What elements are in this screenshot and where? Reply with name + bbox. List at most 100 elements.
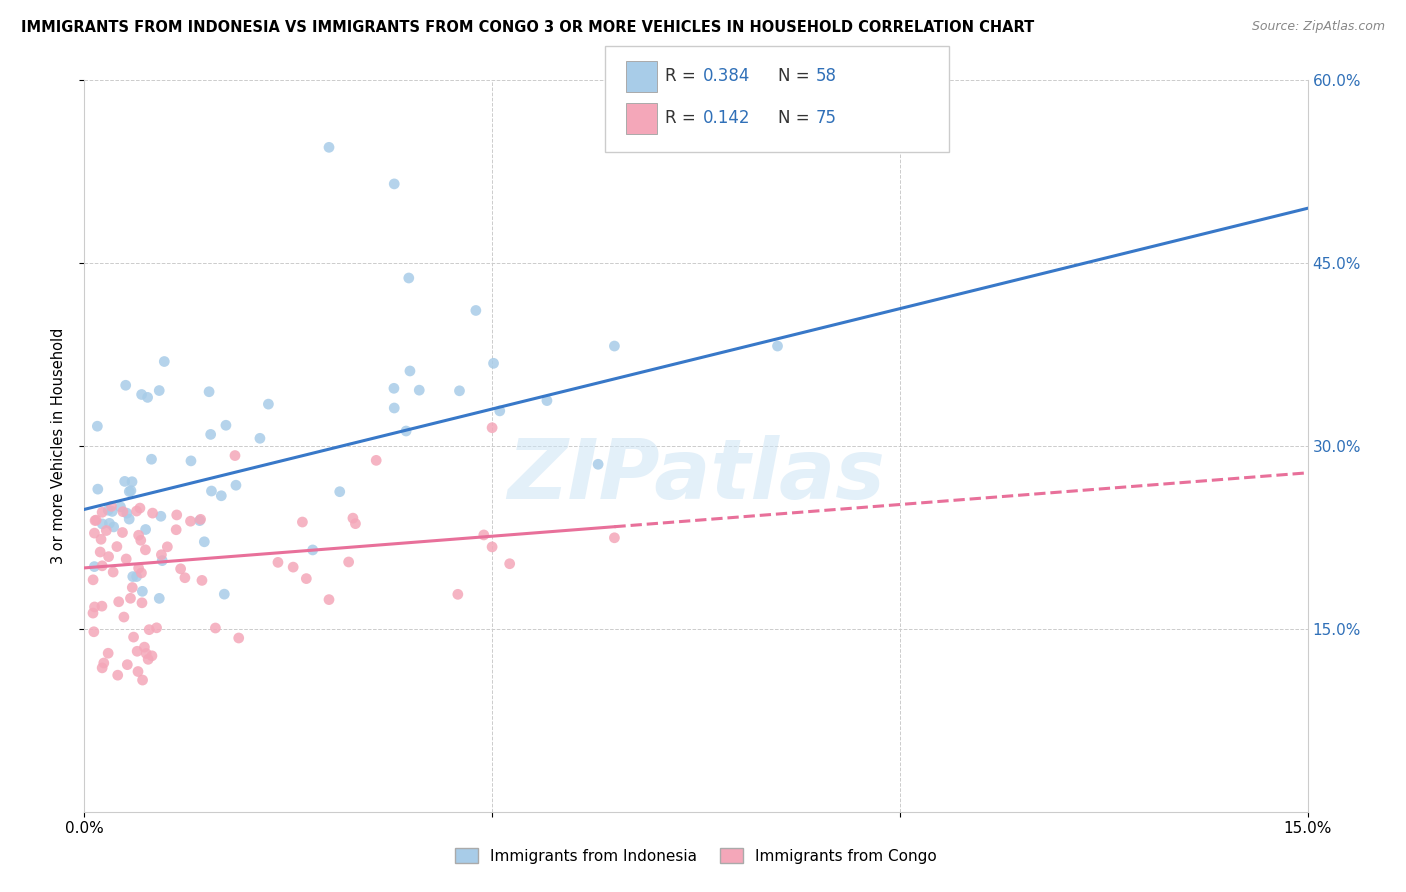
Point	[121, 475, 143, 489]
Point	[481, 540, 503, 554]
Point	[179, 514, 201, 528]
Point	[98, 516, 121, 531]
Point	[145, 621, 167, 635]
Point	[188, 514, 211, 528]
Point	[91, 505, 114, 519]
Point	[215, 418, 238, 433]
Text: N =: N =	[778, 67, 814, 86]
Point	[121, 569, 143, 583]
Point	[138, 623, 160, 637]
Point	[166, 508, 188, 522]
Point	[100, 500, 122, 514]
Point	[89, 545, 111, 559]
Point	[169, 562, 191, 576]
Point	[267, 555, 290, 569]
Point	[91, 516, 114, 531]
Point	[129, 533, 152, 548]
Point	[190, 512, 212, 526]
Point	[107, 668, 129, 682]
Point	[295, 572, 318, 586]
Point	[131, 387, 153, 401]
Point	[200, 427, 222, 442]
Point	[141, 452, 163, 467]
Point	[87, 482, 110, 496]
Point	[283, 560, 305, 574]
Point	[125, 569, 148, 583]
Point	[395, 424, 418, 438]
Point	[337, 555, 360, 569]
Point	[586, 457, 609, 471]
Point	[115, 552, 138, 566]
Point	[191, 574, 214, 588]
Point	[101, 504, 124, 518]
Point	[165, 523, 187, 537]
Point	[174, 571, 197, 585]
Point	[111, 525, 134, 540]
Point	[198, 384, 221, 399]
Point	[107, 595, 129, 609]
Point	[90, 533, 112, 547]
Point	[131, 566, 153, 580]
Point	[110, 500, 132, 514]
Text: 58: 58	[815, 67, 837, 86]
Point	[488, 404, 510, 418]
Point	[134, 542, 156, 557]
Point	[120, 483, 142, 498]
Point	[224, 449, 246, 463]
Point	[228, 631, 250, 645]
Point	[342, 511, 364, 525]
Point	[447, 587, 470, 601]
Point	[141, 648, 163, 663]
Point	[131, 596, 153, 610]
Point	[136, 652, 159, 666]
Point	[125, 504, 148, 518]
Point	[84, 513, 107, 527]
Point	[399, 364, 422, 378]
Text: Source: ZipAtlas.com: Source: ZipAtlas.com	[1251, 20, 1385, 33]
Point	[111, 505, 134, 519]
Point	[114, 378, 136, 392]
Point	[366, 453, 388, 467]
Point	[193, 534, 215, 549]
Point	[134, 640, 156, 655]
Point	[200, 483, 222, 498]
Text: 75: 75	[815, 109, 837, 128]
Y-axis label: 3 or more Vehicles in Household: 3 or more Vehicles in Household	[51, 328, 66, 564]
Point	[291, 515, 314, 529]
Text: 0.142: 0.142	[703, 109, 751, 128]
Point	[136, 391, 159, 405]
Point	[118, 484, 141, 499]
Point	[149, 509, 172, 524]
Point	[142, 506, 165, 520]
Point	[128, 528, 150, 542]
Point	[128, 561, 150, 575]
Point	[97, 503, 120, 517]
Point	[472, 528, 495, 542]
Point	[96, 524, 118, 538]
Legend: Immigrants from Indonesia, Immigrants from Congo: Immigrants from Indonesia, Immigrants fr…	[449, 842, 943, 870]
Point	[156, 540, 179, 554]
Point	[91, 661, 114, 675]
Point	[214, 587, 236, 601]
Point	[86, 419, 108, 434]
Point	[398, 271, 420, 285]
Point	[90, 599, 112, 614]
Point	[481, 421, 503, 435]
Point	[344, 516, 367, 531]
Point	[148, 384, 170, 398]
Point	[766, 339, 789, 353]
Point	[603, 531, 626, 545]
Point	[83, 599, 105, 614]
Point	[301, 543, 323, 558]
Text: ZIPatlas: ZIPatlas	[508, 434, 884, 516]
Point	[131, 673, 153, 687]
Point	[112, 610, 135, 624]
Point	[148, 591, 170, 606]
Point	[115, 506, 138, 520]
Point	[120, 591, 142, 606]
Point	[97, 549, 120, 564]
Point	[118, 512, 141, 526]
Point	[117, 657, 139, 672]
Point	[449, 384, 471, 398]
Point	[209, 489, 232, 503]
